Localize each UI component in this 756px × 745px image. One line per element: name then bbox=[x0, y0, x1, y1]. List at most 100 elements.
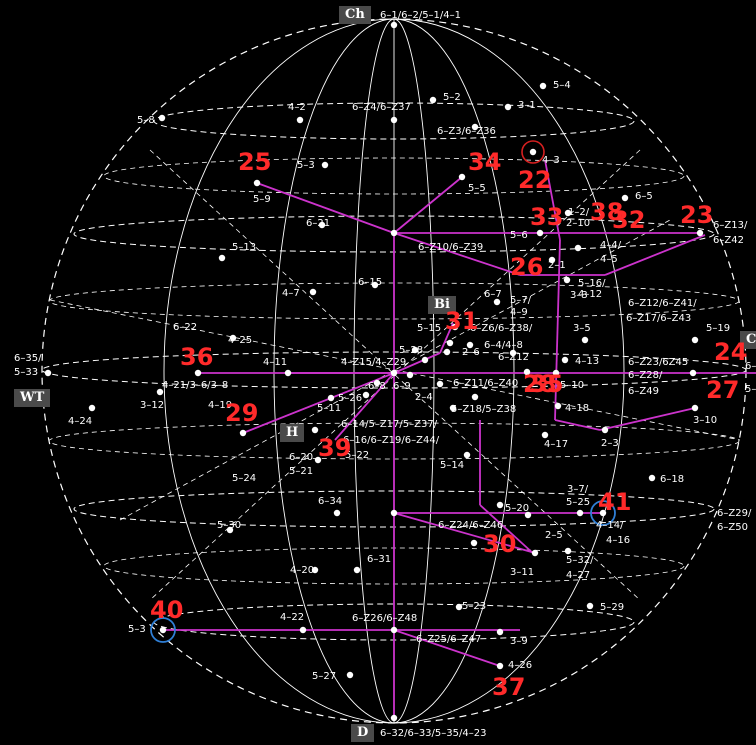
route-path-segment bbox=[393, 352, 441, 374]
route-number-28: 28 bbox=[523, 370, 557, 398]
node-label: 6–Z42 bbox=[713, 235, 744, 246]
node-dot bbox=[548, 256, 556, 264]
node-label: 4–9 bbox=[510, 307, 528, 318]
node-dot bbox=[158, 114, 166, 122]
route-number-37: 37 bbox=[492, 673, 526, 701]
node-label: 5–11 bbox=[317, 403, 342, 414]
node-dot bbox=[496, 662, 504, 670]
route-path-segment bbox=[544, 159, 561, 241]
node-label: 2–10 bbox=[566, 218, 591, 229]
route-number-41: 41 bbox=[598, 488, 632, 516]
node-dot bbox=[691, 336, 699, 344]
node-dot bbox=[581, 336, 589, 344]
h-axis-label: H bbox=[280, 424, 305, 442]
node-label: 3–10 bbox=[693, 415, 718, 426]
node-label: 5–6 bbox=[510, 230, 528, 241]
node-label: 4–16 bbox=[606, 535, 631, 546]
node-dot bbox=[541, 431, 549, 439]
node-label: 6–Z10/6–Z39 bbox=[418, 242, 484, 253]
node-label: 5–8 bbox=[137, 115, 155, 126]
node-dot bbox=[390, 509, 398, 517]
node-label: 4–7 bbox=[282, 288, 300, 299]
route-number-30: 30 bbox=[483, 530, 517, 558]
node-label: 6–20 bbox=[289, 452, 314, 463]
node-dot bbox=[159, 626, 167, 634]
wt-axis-label: WT bbox=[14, 389, 51, 407]
node-dot bbox=[346, 671, 354, 679]
node-label: 4–17 bbox=[544, 439, 569, 450]
node-label: 6–Z17/6–Z43 bbox=[626, 313, 692, 324]
node-dot bbox=[311, 566, 319, 574]
node-dot bbox=[466, 341, 474, 349]
node-dot bbox=[564, 547, 572, 555]
node-dot bbox=[229, 334, 237, 342]
node-dot bbox=[373, 379, 381, 387]
node-label: 2–4 bbox=[415, 392, 433, 403]
node-label: 5– bbox=[745, 384, 756, 395]
right-axis-label: C bbox=[740, 331, 756, 349]
node-dot bbox=[436, 380, 444, 388]
node-label: 6–14/5–Z17/5–Z37/ bbox=[341, 419, 438, 430]
node-label: 6–Z12 bbox=[498, 352, 529, 363]
diagonal-guide bbox=[149, 149, 641, 601]
node-dot bbox=[311, 426, 319, 434]
node-dot bbox=[496, 501, 504, 509]
route-number-35: 35 bbox=[530, 370, 564, 398]
node-dot bbox=[471, 123, 479, 131]
ch-pole-label: Ch bbox=[339, 6, 371, 24]
node-label: 6–Z28/ bbox=[628, 370, 663, 381]
node-label: 2–6 bbox=[462, 347, 480, 358]
node-dot bbox=[44, 369, 52, 377]
route-path-segment bbox=[393, 176, 463, 234]
highlight-circle-41 bbox=[590, 500, 616, 526]
node-label: 5–29 bbox=[600, 602, 625, 613]
node-dot bbox=[531, 549, 539, 557]
node-label: 6–9 bbox=[393, 381, 411, 392]
route-path-segment bbox=[393, 629, 501, 667]
route-path-segment bbox=[479, 504, 536, 556]
node-label: 4–4/ bbox=[600, 240, 622, 251]
node-label: 6–Z12/6–Z41/ bbox=[628, 298, 697, 309]
node-dot bbox=[586, 602, 594, 610]
node-dot bbox=[564, 209, 572, 217]
route-number-27: 27 bbox=[706, 376, 740, 404]
node-dot bbox=[390, 626, 398, 634]
node-label: 5–25 bbox=[566, 497, 591, 508]
node-label: 6–5 bbox=[635, 191, 653, 202]
node-label: 5–10 bbox=[560, 380, 585, 391]
node-label: 3–7/ bbox=[567, 484, 589, 495]
node-label: 4–2 bbox=[288, 102, 306, 113]
node-label: 5–14 bbox=[440, 460, 465, 471]
node-dot bbox=[253, 179, 261, 187]
node-label: 5–28 bbox=[399, 345, 424, 356]
node-dot bbox=[455, 603, 463, 611]
node-label: 5–9 bbox=[253, 194, 271, 205]
node-label: 3–11 bbox=[510, 567, 535, 578]
node-dot bbox=[429, 96, 437, 104]
node-dot bbox=[284, 369, 292, 377]
node-dot bbox=[554, 402, 562, 410]
node-label: 5–26 bbox=[338, 393, 363, 404]
node-label: 2–1 bbox=[548, 260, 566, 271]
node-label: 6–Z11/6–Z40 bbox=[453, 378, 519, 389]
diagonal-guide bbox=[119, 219, 671, 521]
node-dot bbox=[226, 526, 234, 534]
node-label: 5–2 bbox=[443, 92, 461, 103]
route-number-39: 39 bbox=[318, 434, 352, 462]
node-dot bbox=[194, 369, 202, 377]
diagonal-guide bbox=[149, 149, 641, 601]
node-label: 4–11 bbox=[263, 357, 288, 368]
node-dot bbox=[509, 349, 517, 357]
node-dot bbox=[239, 429, 247, 437]
node-dot bbox=[390, 369, 398, 377]
node-dot bbox=[451, 323, 459, 331]
route-number-40: 40 bbox=[150, 596, 184, 624]
node-label: 5–5 bbox=[468, 183, 486, 194]
node-dot bbox=[390, 714, 398, 722]
node-dot bbox=[314, 456, 322, 464]
route-path-segment bbox=[334, 372, 395, 441]
node-label: 5–30 bbox=[217, 520, 242, 531]
node-label: 4–24 bbox=[68, 416, 93, 427]
highlight-circle-22 bbox=[521, 140, 545, 164]
node-label: 5–20 bbox=[505, 503, 530, 514]
